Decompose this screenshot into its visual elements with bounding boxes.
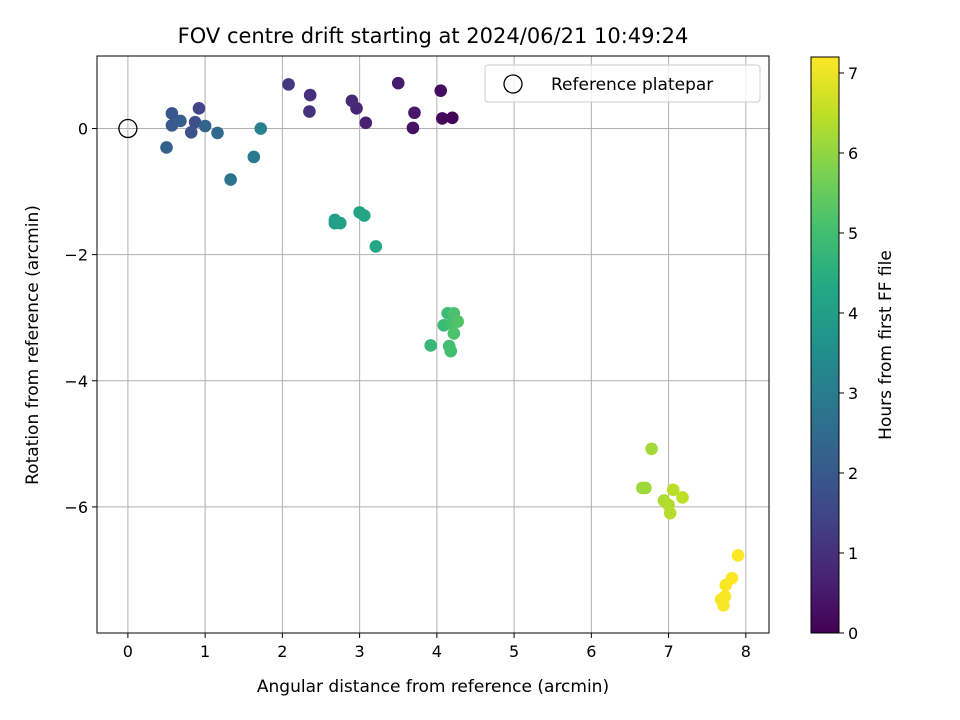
- legend-label: Reference platepar: [551, 75, 713, 95]
- x-axis-ticks: 0 1 2 3 4 5 6 7 8: [123, 633, 751, 661]
- y-axis-ticks: 0 −2 −4 −6: [64, 120, 97, 517]
- x-tick-label: 5: [509, 642, 519, 661]
- data-point: [645, 442, 658, 456]
- data-point: [303, 105, 316, 118]
- x-tick-label: 6: [586, 642, 596, 661]
- data-point: [406, 121, 420, 135]
- data-points: [160, 76, 745, 612]
- y-tick-label: −4: [64, 372, 88, 391]
- data-point: [334, 216, 347, 230]
- colorbar-tick-label: 3: [848, 384, 858, 403]
- data-point: [451, 315, 465, 328]
- data-point: [725, 571, 739, 585]
- colorbar-tick-label: 6: [848, 144, 858, 163]
- y-tick-label: −6: [64, 498, 88, 517]
- data-point: [174, 114, 187, 128]
- reference-platepar-marker: [118, 118, 138, 139]
- data-point: [435, 112, 449, 125]
- data-point: [676, 491, 689, 504]
- y-axis-title: Rotation from reference (arcmin): [23, 205, 43, 485]
- colorbar-tick-label: 7: [848, 64, 858, 83]
- data-point: [434, 84, 448, 97]
- data-point: [718, 590, 732, 603]
- data-point: [198, 119, 212, 133]
- data-point: [369, 240, 383, 253]
- reference-marker-layer: [118, 118, 138, 139]
- data-point: [424, 339, 437, 352]
- data-point: [184, 126, 198, 139]
- colorbar-tick-label: 2: [848, 464, 858, 483]
- data-point: [303, 88, 317, 102]
- data-point: [444, 344, 458, 358]
- colorbar-ticks: 0 1 2 3 4 5 6 7: [839, 64, 858, 643]
- data-point: [446, 111, 459, 125]
- legend: Reference platepar: [484, 64, 761, 103]
- y-tick-label: 0: [78, 120, 88, 139]
- data-point: [639, 481, 652, 495]
- colorbar-title: Hours from first FF file: [876, 250, 896, 440]
- x-tick-label: 1: [200, 642, 210, 661]
- data-point: [165, 107, 179, 120]
- x-tick-label: 8: [741, 642, 751, 661]
- data-point: [224, 173, 237, 186]
- data-point: [408, 106, 421, 120]
- plot-frame: [96, 55, 770, 634]
- x-tick-label: 7: [663, 642, 673, 661]
- x-tick-label: 0: [123, 642, 133, 661]
- x-tick-label: 4: [432, 642, 442, 661]
- x-tick-label: 2: [277, 642, 287, 661]
- chart-title: FOV centre drift starting at 2024/06/21 …: [178, 24, 689, 48]
- data-point: [731, 549, 745, 562]
- data-point: [663, 506, 677, 520]
- y-tick-label: −2: [64, 246, 88, 265]
- x-tick-label: 3: [355, 642, 365, 661]
- data-point: [447, 327, 461, 340]
- legend-box: [484, 64, 761, 103]
- data-point: [211, 126, 224, 140]
- data-point: [188, 115, 202, 129]
- colorbar-tick-label: 0: [848, 624, 858, 643]
- colorbar-tick-label: 1: [848, 544, 858, 563]
- data-point: [160, 141, 173, 154]
- data-point: [359, 116, 373, 130]
- colorbar: 0 1 2 3 4 5 6 7 Hours from first FF file: [810, 56, 896, 643]
- colorbar-gradient: [810, 56, 840, 634]
- data-point: [192, 102, 206, 115]
- colorbar-tick-label: 5: [848, 224, 858, 243]
- data-point: [282, 78, 295, 91]
- data-point: [391, 76, 405, 90]
- x-axis-title: Angular distance from reference (arcmin): [257, 677, 609, 697]
- data-point: [254, 122, 268, 135]
- data-point: [247, 150, 261, 164]
- legend-reference-marker: [503, 74, 523, 94]
- data-point: [357, 209, 371, 222]
- data-point: [666, 483, 680, 497]
- data-point: [345, 94, 359, 108]
- colorbar-tick-label: 4: [848, 304, 858, 323]
